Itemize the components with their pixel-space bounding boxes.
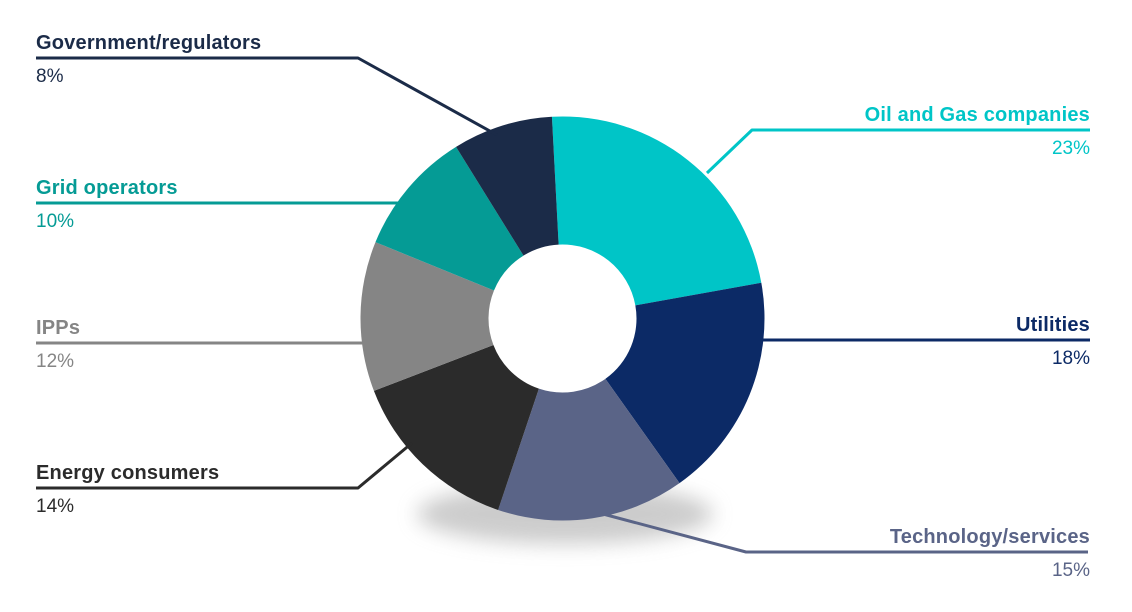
pie-segment-utilities: [605, 282, 765, 484]
segment-label: Technology/services: [889, 526, 1090, 548]
pie-segment-energy-consumers: [373, 345, 539, 510]
pie-segment-ipps: [360, 242, 494, 391]
leader-line-energy-consumers: [36, 441, 413, 490]
pie-segment-government-regulators: [456, 116, 559, 256]
leader-lines: [36, 56, 1090, 554]
donut-slices: [360, 116, 765, 521]
pie-segment-grid-operators: [375, 146, 524, 291]
segment-percentage: 10%: [36, 211, 75, 232]
segment-percentage: 23%: [1051, 138, 1090, 159]
segment-percentage: 8%: [36, 66, 64, 87]
segment-percentage: 14%: [36, 496, 75, 517]
pie-segment-technology-services: [498, 378, 680, 521]
label-energy-consumers: Energy consumers 14%: [36, 462, 219, 518]
segment-label: Grid operators: [36, 177, 178, 199]
segment-percentage: 12%: [36, 351, 75, 372]
segment-percentage: 18%: [1051, 348, 1090, 369]
segment-label: Government/regulators: [36, 32, 262, 54]
segment-label: Oil and Gas companies: [864, 104, 1090, 126]
label-government-regulators: Government/regulators 8%: [36, 32, 261, 88]
segment-label: IPPs: [36, 317, 81, 339]
leader-line-government-regulators: [36, 56, 498, 137]
label-utilities: Utilities 18%: [1016, 314, 1090, 370]
segment-label: Energy consumers: [36, 462, 220, 484]
segment-label: Utilities: [1015, 314, 1090, 336]
pie-segment-oil-and-gas-companies: [551, 116, 762, 306]
label-grid-operators: Grid operators 10%: [36, 177, 178, 233]
label-oil-and-gas-companies: Oil and Gas companies 23%: [865, 104, 1090, 160]
segment-percentage: 15%: [1051, 560, 1090, 581]
label-technology-services: Technology/services 15%: [890, 526, 1090, 582]
leader-line-technology-services: [602, 512, 1088, 554]
label-ipps: IPPs 12%: [36, 317, 80, 373]
leader-line-oil-and-gas-companies: [705, 128, 1090, 175]
